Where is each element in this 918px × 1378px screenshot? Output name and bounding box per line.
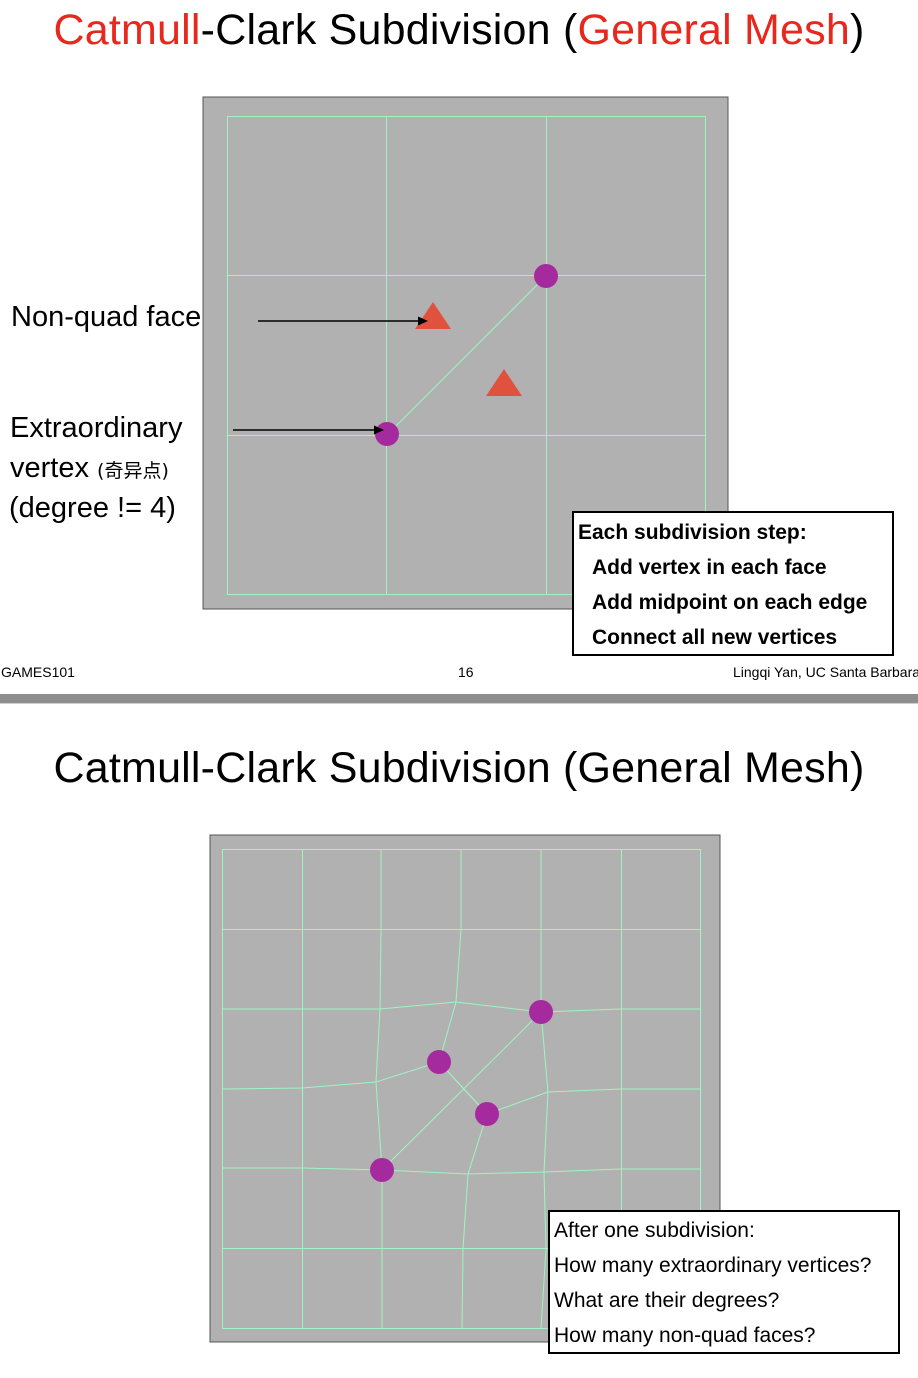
title-part-close-paren: ) — [849, 6, 865, 54]
box-line: What are their degrees? — [554, 1289, 780, 1312]
footer-course: GAMES101 — [1, 664, 75, 680]
extraordinary-vertex — [475, 1102, 499, 1126]
title-part-catmull: Catmull — [53, 6, 201, 54]
box-line: How many extraordinary vertices? — [554, 1254, 872, 1277]
mesh-edge — [221, 1061, 440, 1090]
mesh-border — [227, 116, 706, 595]
box-line: Add midpoint on each edge — [592, 591, 868, 614]
slide-16: Catmull-Clark Subdivision (General Mesh)… — [0, 6, 918, 680]
mesh-edge — [222, 1001, 701, 1013]
footer-author: Lingqi Yan, UC Santa Barbara — [733, 664, 918, 680]
extraordinary-vertex — [370, 1158, 394, 1182]
slide-17: Catmull-Clark Subdivision (General Mesh) — [0, 704, 918, 1378]
box-line: After one subdivision: — [554, 1219, 755, 1242]
title-part-clark: -Clark Subdivision ( — [200, 6, 578, 54]
label-degree: (degree != 4) — [9, 492, 176, 524]
slide-title: Catmull-Clark Subdivision (General Mesh) — [0, 6, 918, 55]
extraordinary-vertex — [375, 422, 399, 446]
label-vertex-text: vertex — [10, 452, 89, 484]
label-extraordinary: Extraordinary — [10, 412, 183, 444]
footer-page-number: 16 — [458, 664, 474, 680]
mesh-diagonal-edge — [386, 275, 547, 436]
mesh-edge — [222, 1167, 701, 1175]
box-line: Connect all new vertices — [592, 626, 838, 649]
extraordinary-vertex — [529, 1000, 553, 1024]
mesh-edges — [227, 116, 706, 595]
face-marker-triangle — [486, 369, 522, 396]
extraordinary-vertex — [534, 264, 558, 288]
slide-divider — [0, 694, 918, 704]
arrow-head — [418, 316, 428, 326]
label-vertex: vertex (奇异点) — [10, 448, 169, 491]
mesh-diagonal-edge — [381, 1011, 542, 1171]
box-line: How many non-quad faces? — [554, 1324, 816, 1347]
extraordinary-vertex — [427, 1050, 451, 1074]
mesh-edge — [486, 1088, 701, 1115]
slide-title: Catmull-Clark Subdivision (General Mesh) — [53, 744, 865, 792]
subdivision-steps-box: Each subdivision step: Add vertex in eac… — [572, 511, 894, 656]
arrow-head — [374, 425, 384, 435]
label-non-quad-face: Non-quad face — [11, 301, 202, 333]
label-vertex-chinese: (奇异点) — [97, 460, 169, 482]
title-part-general-mesh: General Mesh — [577, 6, 850, 54]
box-line: Add vertex in each face — [592, 556, 827, 579]
questions-box: After one subdivision: How many extraord… — [548, 1210, 900, 1354]
box-line: Each subdivision step: — [578, 521, 807, 544]
